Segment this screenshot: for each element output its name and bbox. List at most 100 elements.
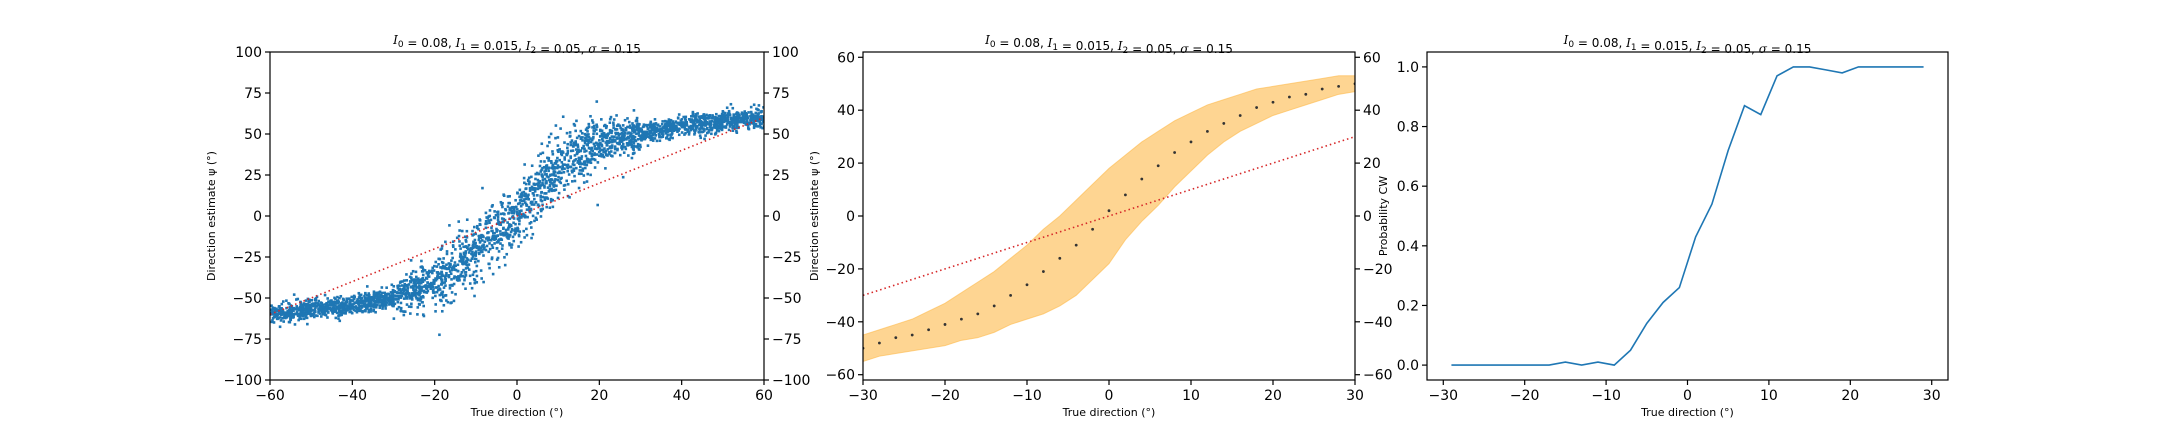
scatter-point [728,125,732,128]
scatter-point [481,186,484,190]
scatter-point [420,259,423,263]
scatter-point [421,277,425,280]
scatter-point [747,127,751,131]
scatter-point [486,231,489,235]
scatter-point [543,192,546,195]
confidence-band [863,75,1355,363]
scatter-point [467,243,471,247]
scatter-point [450,283,453,287]
scatter-point [369,300,372,303]
scatter-point [704,114,707,118]
scatter-point [643,130,647,134]
scatter-point [734,117,737,121]
scatter-point [357,301,360,305]
scatter-point [618,141,622,144]
scatter-point [726,114,730,117]
scatter-point [484,226,488,230]
scatter-point [762,125,764,128]
scatter-point [622,137,625,140]
scatter-point [391,290,395,294]
scatter-point [406,284,409,288]
scatter-point [415,275,418,279]
scatter-point [581,162,584,166]
scatter-point [632,109,636,112]
scatter-point [284,316,287,320]
scatter-point [489,238,493,242]
title-part: 0 [1568,40,1574,50]
scatter-point [489,218,493,222]
scatter-point [576,159,580,163]
scatter-point [737,116,741,119]
scatter-point [474,260,477,264]
mean-point [1025,283,1029,287]
scatter-point [683,121,687,124]
scatter-point [458,259,461,263]
scatter-point [547,169,550,173]
scatter-point [613,147,617,151]
scatter-point [295,298,298,301]
scatter-point [533,190,537,193]
scatter-point [361,304,364,307]
scatter-point [434,277,437,280]
scatter-point [658,139,662,143]
scatter-point [574,142,578,146]
scatter-point [629,132,633,135]
scatter-point [474,257,478,261]
scatter-point [706,117,710,120]
scatter-point [326,316,329,319]
scatter-point [678,127,681,131]
scatter-point [508,242,511,245]
scatter-point [441,295,445,299]
scatter-point [434,303,438,306]
scatter-point [405,279,409,282]
scatter-point [547,159,550,162]
scatter-point [477,248,480,251]
scatter-point [670,133,673,136]
scatter-point [518,211,522,214]
scatter-point [447,262,451,265]
identity-line [863,135,1355,297]
scatter-point [475,264,479,268]
scatter-point [539,170,543,173]
scatter-point [448,265,452,269]
scatter-point [427,269,431,273]
scatter-point [454,292,457,296]
scatter-point [517,222,521,226]
scatter-point [543,177,547,181]
scatter-point [460,270,464,274]
scatter-point [334,301,338,304]
scatter-point [522,190,526,194]
scatter-point [621,144,624,148]
scatter-point [319,315,323,318]
scatter-point [526,179,530,183]
scatter-point [554,174,557,178]
scatter-point [636,122,640,126]
scatter-point [682,115,685,119]
scatter-point [362,303,366,307]
scatter-point [353,301,357,305]
scatter-point [484,219,488,223]
scatter-point [445,252,449,256]
scatter-point [525,233,529,237]
scatter-point [537,172,540,176]
scatter-point [270,304,273,308]
scatter-point [618,142,622,146]
scatter-point [414,289,417,293]
scatter-point [646,127,650,131]
scatter-point [511,205,514,209]
scatter-point [522,176,526,180]
scatter-point [528,208,531,211]
scatter-point [407,292,411,295]
x-tick-label: −30 [1429,388,1459,404]
scatter-point [746,126,750,129]
scatter-point [445,263,448,267]
scatter-point [538,185,542,188]
scatter-point [465,260,469,264]
scatter-point [496,210,500,214]
scatter-point [689,128,693,132]
scatter-point [464,251,467,255]
scatter-point [437,262,440,266]
scatter-point [756,108,759,111]
